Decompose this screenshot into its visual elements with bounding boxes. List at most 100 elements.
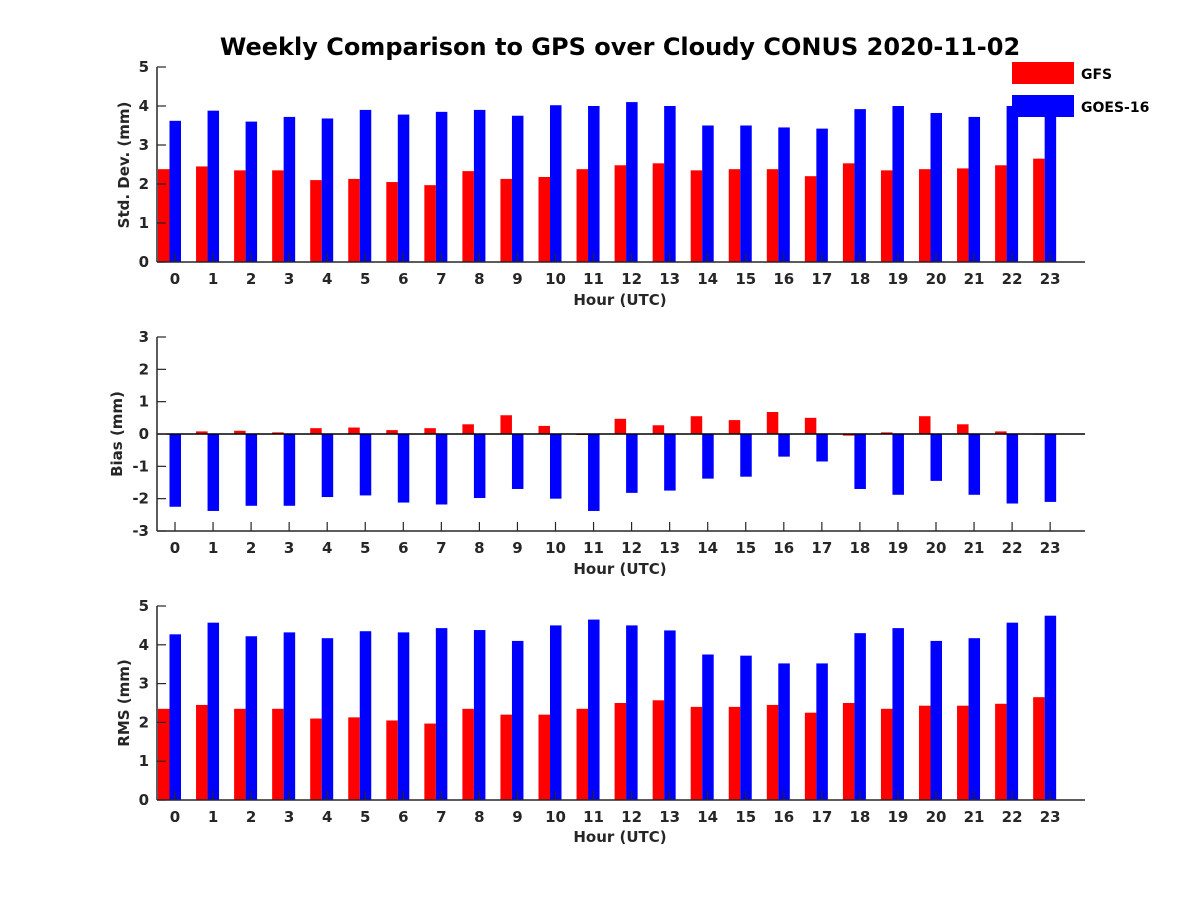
rms-bar-gfs-16 xyxy=(766,704,779,800)
bias-xtick-label: 1 xyxy=(208,539,218,557)
rms-ytick-label: 5 xyxy=(139,597,149,615)
rms-bar-gfs-6 xyxy=(386,720,398,800)
std-dev-bar-gfs-7 xyxy=(424,185,436,262)
bias-bar-goes16-10 xyxy=(550,434,562,499)
bias-bar-gfs-6 xyxy=(386,430,398,434)
rms-bar-goes16-4 xyxy=(321,638,334,800)
rms-xtick-label: 13 xyxy=(659,808,680,826)
bias-xlabel: Hour (UTC) xyxy=(573,560,666,578)
bias-xtick-label: 8 xyxy=(474,539,484,557)
rms-bar-gfs-15 xyxy=(728,706,741,800)
rms-bar-goes16-0 xyxy=(169,634,181,800)
bias-bar-goes16-20 xyxy=(930,434,942,481)
std-dev-bar-gfs-18 xyxy=(842,163,855,262)
rms-bar-gfs-18 xyxy=(842,703,855,800)
bias-bar-gfs-14 xyxy=(690,416,703,434)
std-dev-bar-goes16-13 xyxy=(664,106,676,262)
bias-xtick-label: 15 xyxy=(735,539,756,557)
std-dev-bar-gfs-20 xyxy=(919,169,931,262)
std-dev-xlabel: Hour (UTC) xyxy=(573,291,666,309)
bias-bar-goes16-14 xyxy=(702,434,714,479)
bias-bar-goes16-17 xyxy=(816,434,828,462)
rms-xtick-label: 16 xyxy=(773,808,794,826)
bias-ytick-label: 0 xyxy=(139,425,149,443)
rms-bar-gfs-7 xyxy=(424,723,436,800)
rms-xtick-label: 2 xyxy=(246,808,256,826)
std-dev-bar-gfs-9 xyxy=(500,178,512,262)
rms-xtick-label: 15 xyxy=(735,808,756,826)
bias-bar-goes16-6 xyxy=(397,434,410,503)
bias-bar-gfs-13 xyxy=(652,425,665,434)
bias-xtick-label: 14 xyxy=(697,539,718,557)
rms-bar-goes16-1 xyxy=(207,622,220,800)
std-dev-xtick-label: 23 xyxy=(1040,270,1061,288)
rms-bar-goes16-7 xyxy=(435,628,448,800)
bias-bar-gfs-9 xyxy=(500,415,512,434)
rms-xtick-label: 11 xyxy=(583,808,604,826)
std-dev-xtick-label: 12 xyxy=(621,270,642,288)
bias-xtick-label: 22 xyxy=(1002,539,1023,557)
bias-bar-gfs-16 xyxy=(766,412,779,434)
rms-xtick-label: 17 xyxy=(811,808,832,826)
std-dev-bar-goes16-7 xyxy=(435,111,448,262)
rms-xtick-label: 1 xyxy=(208,808,218,826)
bias-bar-goes16-4 xyxy=(321,434,334,498)
bias-bar-goes16-23 xyxy=(1044,434,1057,502)
std-dev-xtick-label: 15 xyxy=(735,270,756,288)
std-dev-bar-gfs-21 xyxy=(957,168,969,262)
rms-bar-goes16-16 xyxy=(778,663,790,800)
std-dev-bar-gfs-3 xyxy=(272,170,284,262)
rms-bar-goes16-15 xyxy=(740,655,752,800)
rms-bar-goes16-13 xyxy=(664,630,676,800)
std-dev-bar-gfs-8 xyxy=(462,171,474,262)
rms-ytick-label: 3 xyxy=(139,675,149,693)
bias-bar-goes16-11 xyxy=(588,434,600,511)
std-dev-xtick-label: 11 xyxy=(583,270,604,288)
std-dev-bar-goes16-20 xyxy=(930,113,942,263)
std-dev-bar-goes16-5 xyxy=(359,109,372,263)
rms-xtick-label: 5 xyxy=(360,808,370,826)
std-dev-ytick-label: 1 xyxy=(139,214,149,232)
std-dev-ylabel: Std. Dev. (mm) xyxy=(115,102,133,229)
rms-bar-gfs-3 xyxy=(272,708,284,800)
std-dev-bar-goes16-21 xyxy=(968,116,981,262)
rms-xtick-label: 6 xyxy=(398,808,408,826)
rms-xtick-label: 10 xyxy=(545,808,566,826)
bias-xtick-label: 20 xyxy=(926,539,947,557)
bias-ytick-label: -2 xyxy=(132,490,149,508)
rms-bar-gfs-12 xyxy=(614,703,627,800)
std-dev-ytick-label: 3 xyxy=(139,136,149,154)
rms-bar-goes16-5 xyxy=(359,631,372,800)
bias-bar-goes16-7 xyxy=(435,434,448,505)
std-dev-bar-goes16-9 xyxy=(511,115,524,262)
std-dev-xtick-label: 4 xyxy=(322,270,332,288)
bias-bar-goes16-9 xyxy=(511,434,524,489)
bias-xtick-label: 7 xyxy=(436,539,446,557)
std-dev-bar-goes16-6 xyxy=(397,114,410,262)
bias-bar-goes16-5 xyxy=(359,434,372,496)
legend-label-gfs: GFS xyxy=(1081,67,1112,83)
rms-bar-gfs-11 xyxy=(576,708,589,800)
std-dev-bar-gfs-2 xyxy=(234,170,246,262)
rms-bar-goes16-2 xyxy=(245,636,258,800)
bias-xtick-label: 2 xyxy=(246,539,256,557)
rms-bar-gfs-23 xyxy=(1033,697,1045,800)
bias-xtick-label: 23 xyxy=(1040,539,1061,557)
std-dev-xtick-label: 8 xyxy=(474,270,484,288)
bias-bar-goes16-15 xyxy=(740,434,752,477)
rms-ytick-label: 2 xyxy=(139,713,149,731)
bias-bar-goes16-13 xyxy=(664,434,676,491)
std-dev-bar-goes16-0 xyxy=(169,120,181,262)
std-dev-bar-goes16-18 xyxy=(854,109,866,263)
bias-bar-gfs-2 xyxy=(234,430,246,434)
rms-ytick-label: 1 xyxy=(139,752,149,770)
rms-bar-goes16-21 xyxy=(968,638,981,800)
std-dev-xtick-label: 16 xyxy=(773,270,794,288)
rms-xlabel: Hour (UTC) xyxy=(573,828,666,846)
rms-xtick-label: 9 xyxy=(512,808,522,826)
bias-ytick-label: 3 xyxy=(139,328,149,346)
bias-bar-gfs-4 xyxy=(310,428,322,434)
bias-bar-goes16-3 xyxy=(283,434,296,506)
bias-bar-goes16-8 xyxy=(473,434,486,499)
